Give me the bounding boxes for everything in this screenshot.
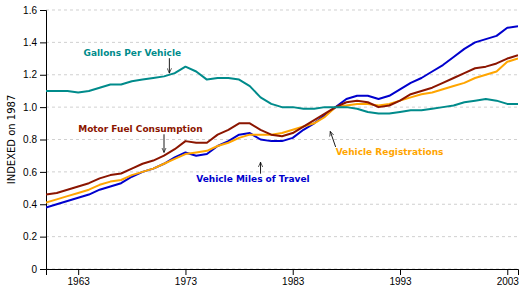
tick: 1.2 <box>23 69 46 80</box>
grid-line <box>46 204 518 205</box>
tick: 1983 <box>282 269 305 287</box>
tick: 0.8 <box>23 134 46 145</box>
annotation-arrow <box>260 162 261 173</box>
annotation-text: Vehicle Registrations <box>336 147 444 157</box>
tick-label: 2003 <box>497 276 520 287</box>
x-axis: 1963 1973 1983 1993 2003 <box>47 269 520 287</box>
grid-line <box>46 139 518 140</box>
tick-label: 1973 <box>175 276 198 287</box>
tick-label: 1.6 <box>23 5 37 16</box>
tick-label: 1.0 <box>23 102 37 113</box>
grid <box>46 10 518 269</box>
tick-label: 0.8 <box>23 134 37 145</box>
plot: 1963 1973 1983 1993 2003 0 0.2 0.4 0.6 0.8 1.0 1.2 1… <box>23 5 519 287</box>
tick: 1993 <box>389 269 412 287</box>
tick: 0.2 <box>23 231 46 242</box>
tick-label: 1983 <box>282 276 305 287</box>
tick-label: 0.4 <box>23 199 37 210</box>
tick-mark <box>40 75 46 76</box>
y-axis: 0 0.2 0.4 0.6 0.8 1.0 1.2 1.4 1.6 <box>23 5 46 275</box>
tick: 1.4 <box>23 37 46 48</box>
tick-mark <box>507 269 508 275</box>
tick-mark <box>40 42 46 43</box>
tick: 1963 <box>68 269 91 287</box>
tick-label: 1.4 <box>23 37 37 48</box>
tick: 1.6 <box>23 5 46 16</box>
lines <box>46 26 518 207</box>
tick-mark <box>40 204 46 205</box>
series-line <box>46 26 518 207</box>
tick-mark <box>185 269 186 275</box>
tick-mark <box>40 10 46 11</box>
tick-mark <box>40 237 46 238</box>
tick-mark <box>40 269 46 270</box>
annotation-arrow <box>164 134 165 152</box>
annotation-arrow <box>169 58 170 73</box>
tick-label: 1.2 <box>23 69 37 80</box>
tick: 0 <box>31 264 46 275</box>
tick-mark <box>40 140 46 141</box>
tick: 1.0 <box>23 102 46 113</box>
y-axis-label: INDEXED on 1987 <box>6 95 17 185</box>
annotation-text: Gallons Per Vehicle <box>84 48 182 58</box>
tick: 0.6 <box>23 167 46 178</box>
tick: 0.4 <box>23 199 46 210</box>
chart: 1963 1973 1983 1993 2003 0 0.2 0.4 0.6 0.8 1.0 1.2 1… <box>0 0 532 293</box>
tick-mark <box>293 269 294 275</box>
grid-line <box>46 74 518 75</box>
grid-line <box>46 171 518 172</box>
tick-label: 0 <box>31 264 37 275</box>
tick-label: 0.2 <box>23 231 37 242</box>
tick: 2003 <box>497 269 520 287</box>
tick-label: 1963 <box>68 276 91 287</box>
annotation-text: Vehicle Miles of Travel <box>196 174 309 184</box>
tick-mark <box>40 172 46 173</box>
grid-line <box>46 42 518 43</box>
tick-mark <box>40 107 46 108</box>
annotation-text: Motor Fuel Consumption <box>78 124 202 134</box>
grid-line <box>46 236 518 237</box>
tick-label: 0.6 <box>23 167 37 178</box>
tick-label: 1993 <box>389 276 412 287</box>
series-line <box>46 67 518 114</box>
axis-domain <box>40 11 47 270</box>
grid-line <box>46 10 518 11</box>
axis-domain <box>47 270 519 276</box>
tick-mark <box>78 269 79 275</box>
annotation-arrow <box>330 131 335 147</box>
series-line <box>46 55 518 194</box>
tick-mark <box>400 269 401 275</box>
annotations: Gallons Per Vehicle Motor Fuel Consumptio… <box>78 48 443 183</box>
tick: 1973 <box>175 269 198 287</box>
